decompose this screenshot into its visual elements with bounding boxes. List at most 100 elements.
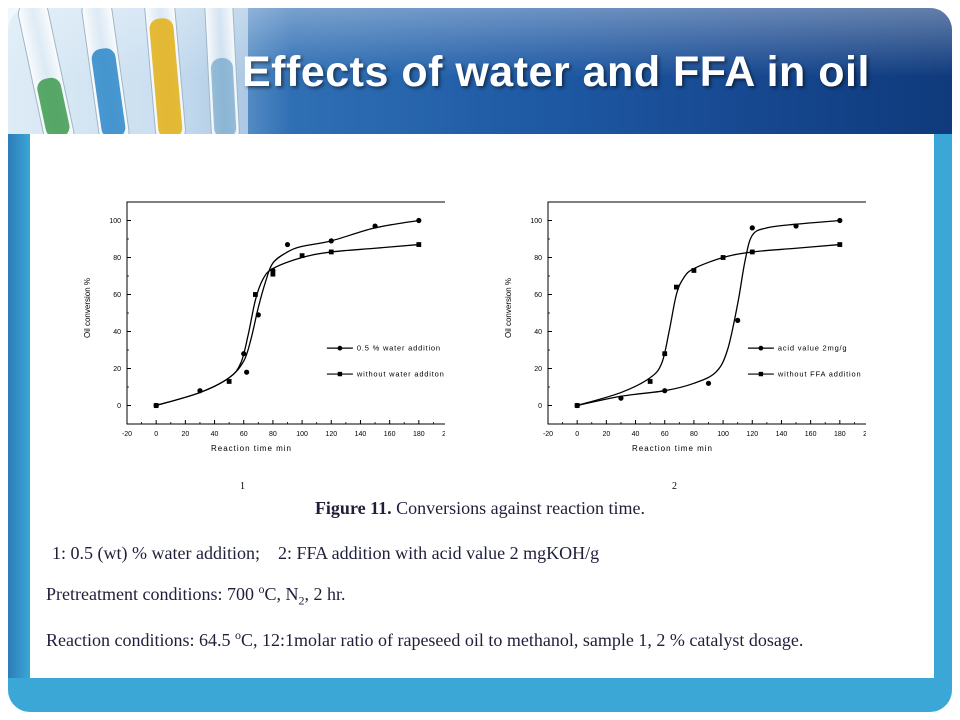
chart2-legend-marker-2 xyxy=(758,371,764,377)
chart1-y-tick-label: 40 xyxy=(113,329,121,336)
chart1-x-tick-label: 200 xyxy=(442,431,445,438)
chart1-series-2-point xyxy=(226,379,232,384)
left-border xyxy=(8,134,30,678)
degree-symbol: o xyxy=(234,628,241,642)
chart2-series-2-line xyxy=(576,243,840,407)
chart2-x-axis-label: Reaction time min xyxy=(632,444,713,453)
chart1-series-2-point xyxy=(299,253,305,259)
chart2-series-1-point xyxy=(837,217,843,224)
reaction-conditions: Reaction conditions: 64.5 oC, 12:1molar … xyxy=(46,622,896,653)
chart1-series-2-point xyxy=(416,242,422,247)
chart2-x-tick-label: 120 xyxy=(746,431,758,438)
chart1-y-tick-label: 60 xyxy=(113,292,121,299)
chart1-y-axis-label: Oil conversion % xyxy=(83,278,92,338)
chart2-series-2-point xyxy=(749,249,755,255)
chart1-series-2-point xyxy=(253,292,258,297)
chart2-series-2-point xyxy=(837,242,843,247)
panel-notes: 1: 0.5 (wt) % water addition; 2: FFA add… xyxy=(52,543,599,564)
chart2-series-1-point xyxy=(705,380,712,386)
chart2-x-tick-label: 20 xyxy=(602,431,610,438)
chart1-x-tick-label: 0 xyxy=(154,431,158,438)
chart1-x-tick-label: 40 xyxy=(211,431,219,438)
reaction-suffix: C, 12:1molar ratio of rapeseed oil to me… xyxy=(240,630,804,650)
chart1-series-2-point xyxy=(270,271,276,277)
chart1-x-tick-label: 120 xyxy=(325,431,337,438)
chart1-legend-label-1: 0.5 % water addition xyxy=(357,344,441,353)
chart1-series-2-line xyxy=(155,243,419,407)
chart2-x-tick-label: 60 xyxy=(661,431,669,438)
chart1-series-2-point xyxy=(328,249,334,255)
chart2-x-tick-label: 40 xyxy=(632,431,640,438)
chart1-x-tick-label: 160 xyxy=(384,431,396,438)
panel-label-2: 2 xyxy=(672,481,677,492)
chart2-series-2-point xyxy=(662,351,668,357)
pretreatment-conditions: Pretreatment conditions: 700 oC, N2, 2 h… xyxy=(46,582,346,609)
chart1-y-tick-label: 0 xyxy=(117,403,121,410)
chart2-series-1-point xyxy=(662,388,668,394)
chart1-x-axis-label: Reaction time min xyxy=(211,444,292,453)
chart2-x-tick-label: -20 xyxy=(543,431,553,438)
chart1-series-2-point xyxy=(153,403,159,408)
chart1-x-tick-label: 180 xyxy=(413,431,425,438)
chart1-legend-marker-2 xyxy=(337,371,343,377)
chart1-series-1-point xyxy=(284,241,291,248)
content-area xyxy=(30,134,934,678)
chart2-x-tick-label: 0 xyxy=(575,431,579,438)
chart2-y-tick-label: 0 xyxy=(538,403,542,410)
chart2-series-1-line xyxy=(577,219,840,407)
chart-ffa-addition: -20 0 20 40 60 80 100 120 140 160 180 200 0 20 40 60 80 1… xyxy=(496,190,866,480)
chart1-y-tick-label: 100 xyxy=(109,218,121,225)
figure-caption: Figure 11. Conversions against reaction … xyxy=(0,498,960,519)
chart2-y-axis-label: Oil conversion % xyxy=(504,278,513,338)
chart2-x-tick-label: 80 xyxy=(690,431,698,438)
chart1-y-tick-label: 80 xyxy=(113,255,121,262)
slide-title: Effects of water and FFA in oil xyxy=(242,48,870,96)
chart2-series-1-point xyxy=(735,317,741,323)
chart1-x-tick-label: 20 xyxy=(181,431,189,438)
caption-figure-number: Figure 11. xyxy=(314,498,392,518)
nitrogen-subscript: 2 xyxy=(298,593,305,608)
chart2-x-tick-label: 180 xyxy=(834,431,846,438)
chart2-series-1-point xyxy=(618,395,624,401)
chart1-y-tick-label: 20 xyxy=(113,366,121,373)
chart2-series-1-point xyxy=(793,223,799,229)
chart2-y-tick-label: 40 xyxy=(534,329,542,336)
pretreatment-mid: C, N xyxy=(264,584,299,604)
note-panel-2: 2: FFA addition with acid value 2 mgKOH/… xyxy=(277,543,600,563)
chart1-x-tick-label: 60 xyxy=(240,431,248,438)
chart-water-addition: -20 0 20 40 60 80 100 120 140 160 180 200 0 20 40 60 80 1… xyxy=(75,190,445,480)
chart2-y-tick-label: 20 xyxy=(534,366,542,373)
chart2-series-2-point xyxy=(574,403,580,408)
chart2-x-tick-label: 100 xyxy=(717,431,729,438)
chart2-series-2-point xyxy=(691,268,697,273)
right-border xyxy=(934,134,952,678)
chart1-legend-label-2: without water additon xyxy=(356,370,445,379)
chart1-plot-frame xyxy=(126,201,445,425)
chart1-x-tick-label: 140 xyxy=(355,431,367,438)
chart2-plot-frame xyxy=(547,201,866,425)
chart2-series-1-point xyxy=(749,225,755,231)
chart2-series-2-point xyxy=(674,284,679,290)
chart1-x-tick-label: -20 xyxy=(122,431,132,438)
pretreatment-suffix: , 2 hr. xyxy=(304,584,346,604)
chart1-legend-marker-1 xyxy=(337,345,343,351)
test-tubes-image xyxy=(8,8,248,134)
chart2-x-tick-label: 200 xyxy=(863,431,866,438)
chart1-series-1-point xyxy=(328,238,334,244)
pretreatment-prefix: Pretreatment conditions: 700 xyxy=(46,584,259,604)
chart2-legend-label-2: without FFA addition xyxy=(777,370,862,379)
chart2-legend-marker-1 xyxy=(758,345,764,351)
panel-label-1: 1 xyxy=(240,481,245,492)
chart2-x-tick-label: 160 xyxy=(805,431,817,438)
chart2-legend-label-1: acid value 2mg/g xyxy=(778,344,848,353)
chart2-series-2-point xyxy=(720,255,726,260)
reaction-prefix: Reaction conditions: 64.5 xyxy=(46,630,235,650)
note-panel-1: 1: 0.5 (wt) % water addition; xyxy=(52,543,260,563)
caption-text: Conversions against reaction time. xyxy=(391,498,646,518)
bottom-border xyxy=(8,678,952,712)
chart2-y-tick-label: 80 xyxy=(534,255,542,262)
degree-symbol: o xyxy=(258,582,265,596)
chart1-series-1-point xyxy=(372,223,378,229)
chart1-x-tick-label: 80 xyxy=(269,431,277,438)
